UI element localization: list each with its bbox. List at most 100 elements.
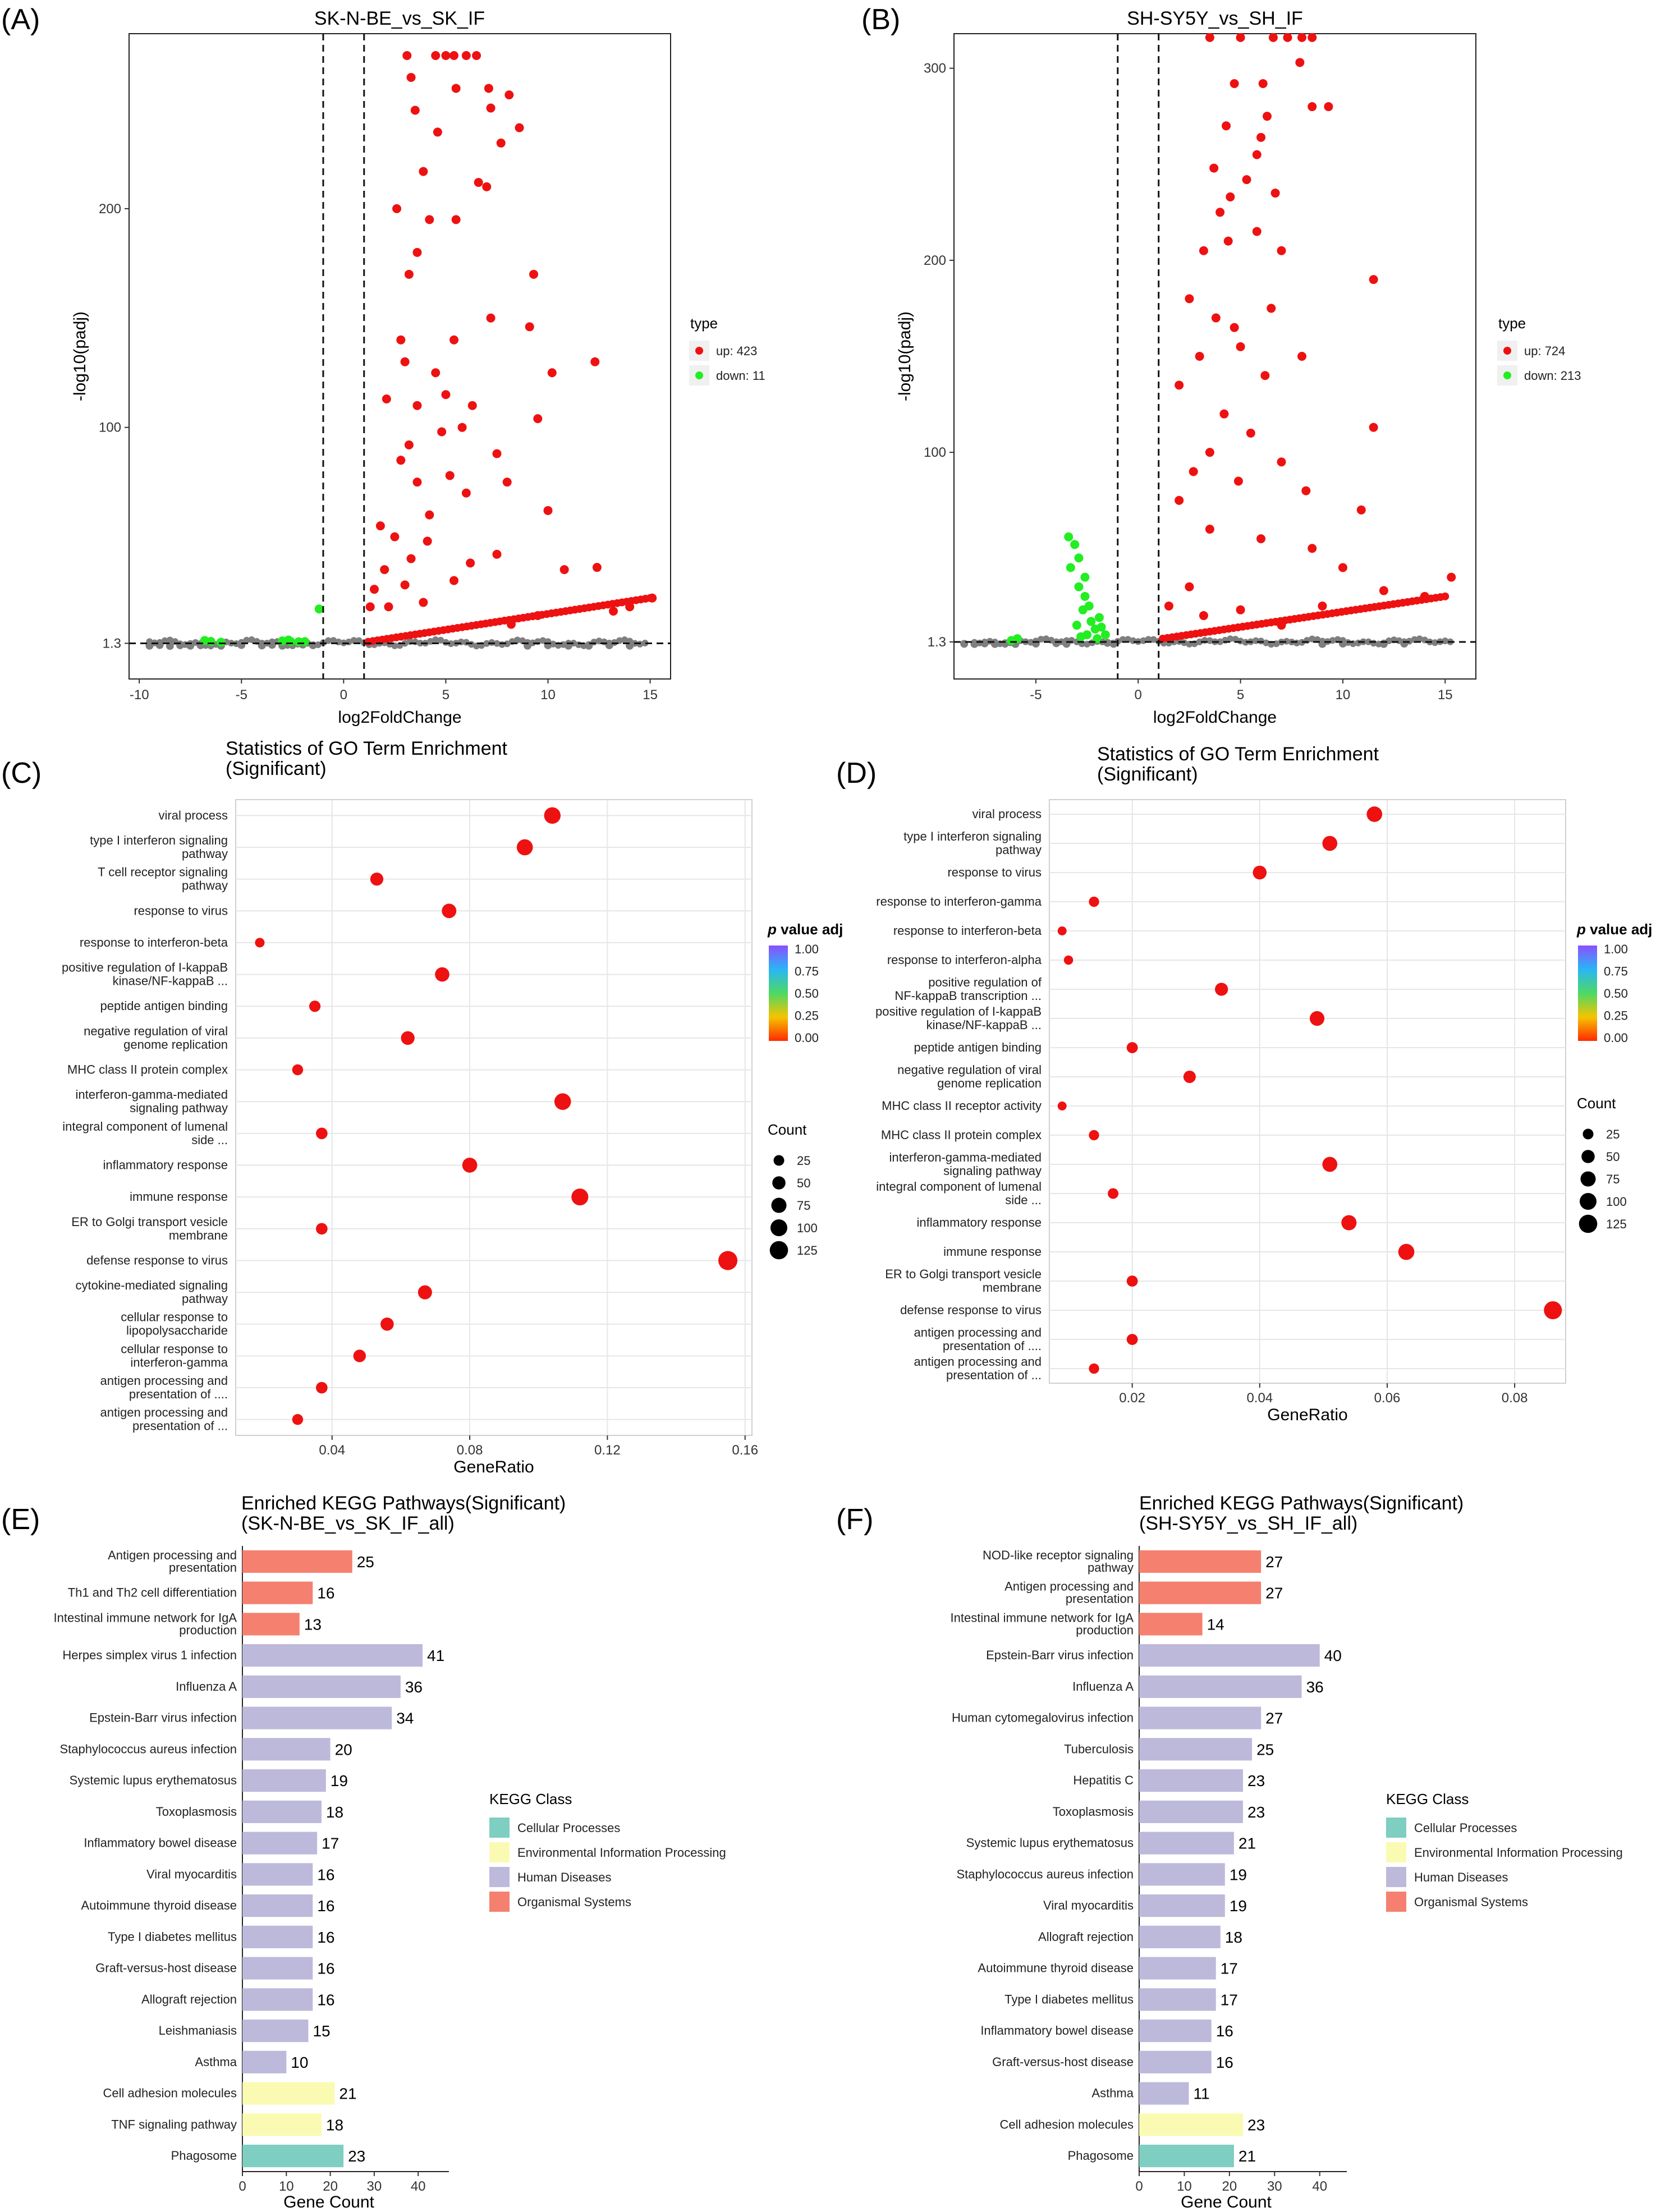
chart-title: Enriched KEGG Pathways(Significant) [241,1493,566,1514]
up-point [492,549,502,559]
up-point [441,51,451,60]
category-label-line: Asthma [1091,2086,1134,2100]
kegg-bar-chart-F: Enriched KEGG Pathways(Significant)(SH-S… [951,1493,1623,2211]
category-label: Cell adhesion molecules [1000,2117,1134,2131]
color-legend-bar [1578,946,1597,1041]
bar [242,1863,313,1886]
bar [242,1832,318,1855]
bar-value-label: 16 [317,1991,334,2008]
up-point [375,521,385,531]
size-legend-label: 75 [797,1199,810,1213]
up-point [1246,428,1255,438]
size-legend-label: 100 [797,1221,818,1235]
x-tick-label: 40 [1312,2179,1327,2194]
up-points [365,51,657,629]
size-legend: Count 25 50 75 100 125 [1577,1095,1627,1233]
legend-label: down: 11 [716,369,765,383]
category-label: inflammatory response [916,1215,1042,1229]
size-legend-label: 25 [1606,1127,1620,1141]
plot-border [129,33,671,680]
enrichment-dot [1322,1157,1338,1172]
ns-point [146,638,153,645]
x-tick-label: 0.12 [594,1443,621,1458]
up-point [1215,208,1225,217]
enrichment-dot [544,807,561,824]
category-label: interferon-gamma-mediated signaling pathw… [76,1087,228,1115]
bar [1139,1769,1243,1792]
category-label-line: Phagosome [1068,2149,1134,2163]
size-legend-label: 75 [1606,1172,1620,1186]
ns-point [519,637,526,644]
legend-title: type [1498,315,1526,332]
up-point [441,390,451,400]
legend-key [695,347,703,355]
x-tick-label: 0 [340,687,347,703]
legend-key [489,1818,510,1838]
legend-label: up: 724 [1524,344,1565,358]
bar [242,1613,300,1636]
x-tick-label: 20 [323,2179,338,2194]
up-point [1308,102,1317,112]
x-tick-label: 0.08 [457,1443,483,1458]
volcano-plot-A: SK-N-BE_vs_SK_IF -10 -5 0 5 10 15 1.3 100 200 log2… [71,8,765,727]
category-label: cytokine-mediated signaling pathway [76,1278,228,1306]
up-point [1236,33,1245,42]
up-point [404,269,414,279]
up-point [1324,102,1333,112]
category-label: ER to Golgi transport vesicle membrane [885,1267,1042,1295]
bar-value-label: 27 [1265,1585,1283,1602]
category-label: Th1 and Th2 cell differentiation [68,1586,237,1600]
category-label: MHC class II protein complex [881,1128,1042,1142]
up-point [466,558,475,568]
ns-point [325,637,332,644]
category-label-line: pathway [1088,1561,1134,1575]
x-tick-label: -5 [236,687,247,703]
enrichment-dot [1366,806,1383,822]
category-label: MHC class II receptor activity [882,1099,1042,1113]
y-tick-label: 1.3 [928,635,946,650]
up-point [1189,467,1198,476]
chart-subtitle: (SK-N-BE_vs_SK_IF_all) [241,1513,455,1534]
up-point [1222,121,1231,131]
x-tick-label: 10 [279,2179,294,2194]
x-tick-label: 15 [643,687,658,703]
ns-point [1206,637,1213,644]
up-point [609,607,618,616]
up-point [384,602,393,612]
category-label-line: presentation [169,1561,237,1575]
legend-title-italic: p [767,921,781,938]
legend-key [1503,347,1511,355]
category-label: type I interferon signaling pathway [903,829,1042,857]
up-point [1301,486,1311,495]
up-point [1230,79,1239,88]
category-label-line: Epstein-Barr virus infection [986,1648,1134,1662]
up-point [648,593,657,603]
up-point [1205,525,1214,534]
category-label: Graft-versus-host disease [992,2055,1134,2069]
size-legend-dot [1582,1128,1594,1140]
up-point [559,565,569,575]
enrichment-dot [1322,836,1338,851]
category-label: viral process [973,807,1042,821]
ns-point [437,636,444,644]
x-tick-label: -10 [130,687,149,703]
enrichment-dot [316,1382,328,1394]
category-label-line: Human cytomegalovirus infection [952,1711,1134,1725]
bar-value-label: 16 [1216,2022,1233,2040]
category-label: Epstein-Barr virus infection [986,1648,1134,1662]
category-label: Cell adhesion molecules [103,2086,237,2100]
category-label-line: Th1 and Th2 cell differentiation [68,1586,237,1600]
category-label-line: antigen processing and [914,1325,1042,1339]
down-point [1080,591,1090,601]
ns-point [1232,636,1239,643]
panel-label-E: (E) [1,1503,40,1536]
bar-value-label: 13 [304,1616,322,1633]
up-point [486,313,496,323]
up-point [1297,352,1306,361]
legend-label: Environmental Information Processing [517,1846,726,1860]
category-label: antigen processing and presentation of ..… [914,1355,1042,1382]
x-tick-label: 0 [238,2179,246,2194]
category-label: Viral myocarditis [146,1867,237,1881]
bar [1139,1550,1262,1573]
up-point [433,127,442,137]
